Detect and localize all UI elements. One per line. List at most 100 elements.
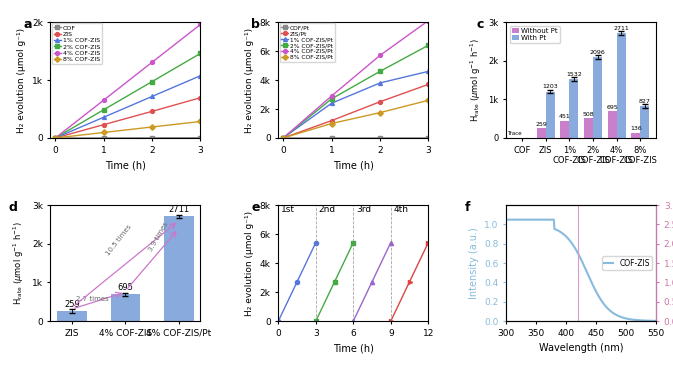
COF/Pt (424, 136, 432, 140)
2% COF-ZIS (100, 108, 108, 112)
2% COF-ZIS/Pt (424, 43, 432, 48)
4% COF-ZIS/Pt (328, 94, 336, 98)
Text: 1532: 1532 (566, 72, 581, 76)
Bar (593, 57, 602, 138)
Y-axis label: H₂ evolution (μmol g⁻¹): H₂ evolution (μmol g⁻¹) (245, 28, 254, 132)
Line: 4% COF-ZIS: 4% COF-ZIS (53, 23, 203, 140)
COF-ZIS (629, 317, 637, 322)
Line: 1% COF-ZIS: 1% COF-ZIS (53, 74, 203, 140)
Text: c: c (476, 17, 484, 31)
Bar (546, 92, 555, 138)
Line: 2% COF-ZIS: 2% COF-ZIS (53, 51, 203, 140)
COF-ZIS (591, 287, 599, 292)
4% COF-ZIS/Pt (279, 136, 287, 140)
COF-ZIS (592, 288, 600, 293)
1% COF-ZIS (100, 115, 108, 120)
Legend: COF, ZIS, 1% COF-ZIS, 2% COF-ZIS, 4% COF-ZIS, 8% COF-ZIS: COF, ZIS, 1% COF-ZIS, 2% COF-ZIS, 4% COF… (52, 23, 102, 64)
ZIS (100, 123, 108, 127)
Y-axis label: H$_{\rm rate}$ ($\mu$mol g$^{-1}$ h$^{-1}$): H$_{\rm rate}$ ($\mu$mol g$^{-1}$ h$^{-1… (12, 221, 26, 305)
Line: 1% COF-ZIS/Pt: 1% COF-ZIS/Pt (281, 69, 430, 140)
Y-axis label: H₂ evolution (μmol g⁻¹): H₂ evolution (μmol g⁻¹) (17, 28, 26, 132)
COF (51, 136, 59, 140)
Text: 2096: 2096 (590, 50, 606, 55)
4% COF-ZIS (100, 98, 108, 102)
1% COF-ZIS/Pt (279, 136, 287, 140)
Bar (616, 33, 626, 138)
2% COF-ZIS (197, 51, 205, 56)
Y-axis label: H₂ evolution (μmol g⁻¹): H₂ evolution (μmol g⁻¹) (245, 211, 254, 315)
Line: 2% COF-ZIS/Pt: 2% COF-ZIS/Pt (281, 44, 430, 140)
2% COF-ZIS/Pt (279, 136, 287, 140)
1% COF-ZIS (51, 136, 59, 140)
8% COF-ZIS (148, 125, 156, 129)
Bar (111, 294, 140, 321)
Line: 8% COF-ZIS/Pt: 8% COF-ZIS/Pt (281, 99, 430, 140)
Text: 10.5 times: 10.5 times (105, 223, 133, 256)
ZIS/Pt (424, 82, 432, 87)
Legend: Without Pt, With Pt: Without Pt, With Pt (509, 25, 559, 43)
1% COF-ZIS/Pt (376, 81, 384, 85)
X-axis label: Time (h): Time (h) (333, 160, 374, 170)
ZIS/Pt (376, 100, 384, 104)
Line: 8% COF-ZIS: 8% COF-ZIS (53, 120, 203, 140)
Text: 1203: 1203 (542, 84, 558, 89)
8% COF-ZIS/Pt (279, 136, 287, 140)
2% COF-ZIS/Pt (376, 69, 384, 73)
Text: 2711: 2711 (168, 205, 190, 214)
ZIS (197, 96, 205, 100)
Text: 2711: 2711 (613, 26, 629, 31)
COF/Pt (376, 136, 384, 140)
Bar (631, 133, 641, 138)
Text: 136: 136 (630, 127, 642, 131)
ZIS (51, 136, 59, 140)
COF-ZIS (652, 319, 660, 323)
Text: b: b (252, 17, 260, 31)
4% COF-ZIS/Pt (424, 18, 432, 23)
Text: 508: 508 (583, 112, 594, 117)
Text: 695: 695 (606, 105, 618, 110)
COF-ZIS (638, 318, 646, 323)
Text: a: a (24, 17, 32, 31)
ZIS (148, 109, 156, 114)
Text: 3.9 times: 3.9 times (148, 221, 170, 252)
1% COF-ZIS (197, 73, 205, 78)
Text: Trace: Trace (507, 131, 522, 136)
8% COF-ZIS/Pt (376, 110, 384, 115)
X-axis label: Wavelength (nm): Wavelength (nm) (539, 343, 623, 353)
Text: 259: 259 (535, 122, 547, 127)
8% COF-ZIS (197, 119, 205, 124)
X-axis label: Time (h): Time (h) (105, 160, 146, 170)
ZIS/Pt (279, 136, 287, 140)
COF-ZIS (594, 293, 602, 297)
Text: 2.7 times: 2.7 times (76, 296, 108, 301)
COF (100, 136, 108, 140)
Line: COF-ZIS: COF-ZIS (506, 220, 656, 321)
Text: 451: 451 (559, 114, 571, 119)
Text: e: e (252, 200, 260, 214)
ZIS/Pt (328, 118, 336, 123)
Text: 827: 827 (639, 99, 651, 104)
2% COF-ZIS/Pt (328, 97, 336, 101)
COF (148, 135, 156, 140)
Line: COF/Pt: COF/Pt (281, 136, 430, 140)
Bar (608, 111, 616, 138)
Line: 4% COF-ZIS/Pt: 4% COF-ZIS/Pt (281, 19, 430, 140)
COF-ZIS (503, 217, 511, 222)
Text: 3rd: 3rd (356, 206, 371, 214)
1% COF-ZIS/Pt (424, 69, 432, 73)
8% COF-ZIS/Pt (328, 121, 336, 126)
8% COF-ZIS/Pt (424, 98, 432, 103)
Legend: COF-ZIS: COF-ZIS (602, 256, 652, 270)
4% COF-ZIS (51, 136, 59, 140)
4% COF-ZIS (197, 22, 205, 27)
Line: ZIS: ZIS (53, 96, 203, 140)
COF/Pt (328, 136, 336, 140)
Text: 4th: 4th (393, 206, 409, 214)
2% COF-ZIS (148, 79, 156, 84)
COF (197, 135, 205, 140)
8% COF-ZIS (51, 136, 59, 140)
COF/Pt (279, 136, 287, 140)
Text: 259: 259 (64, 300, 80, 309)
Bar (569, 79, 578, 138)
Bar (537, 128, 546, 138)
